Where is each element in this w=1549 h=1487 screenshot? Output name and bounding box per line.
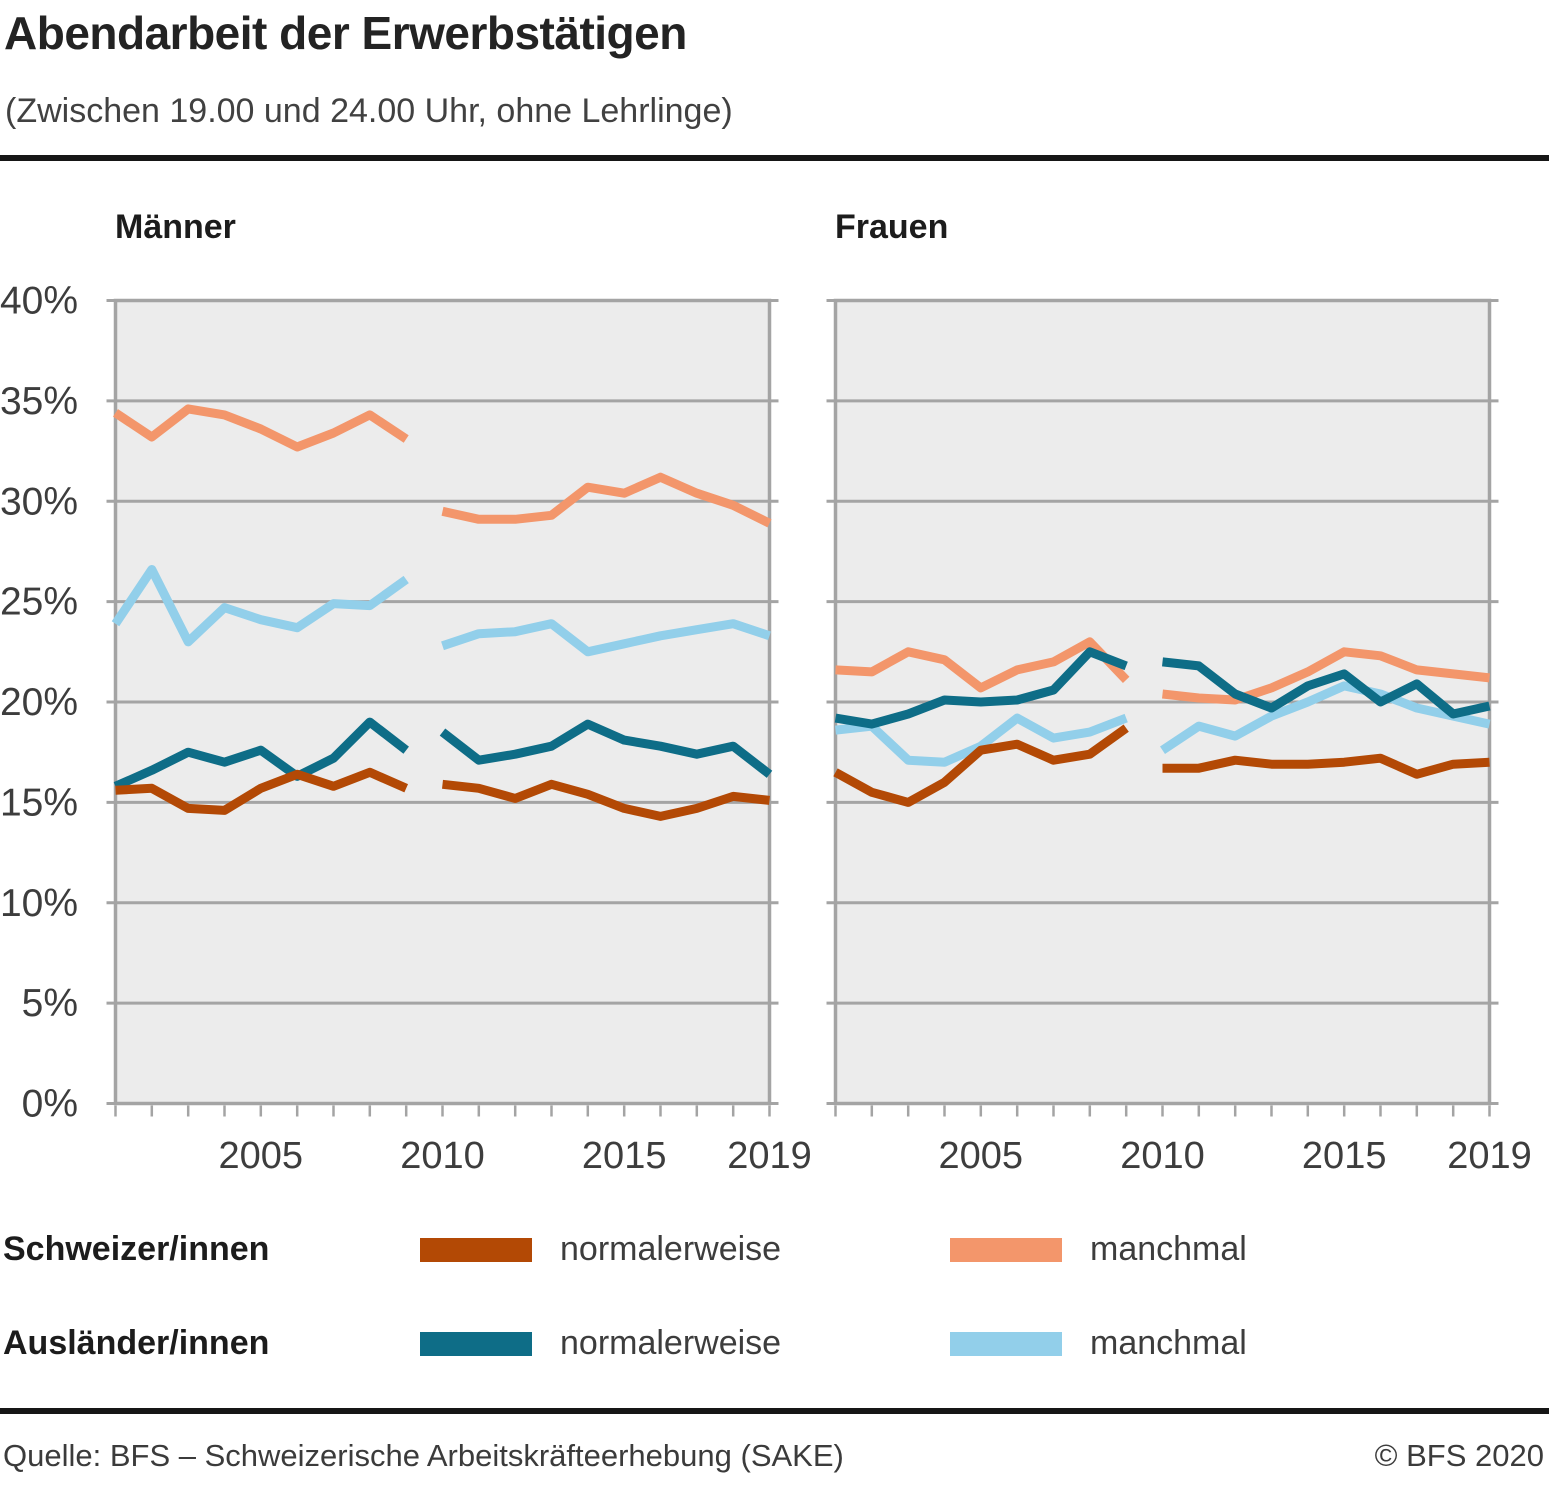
series-line-swiss_usually: [833, 724, 1129, 807]
footer-divider: [0, 1408, 1549, 1414]
copyright-note: © BFS 2020: [1374, 1438, 1544, 1473]
series-line-foreign_sometimes: [111, 565, 409, 647]
y-axis-label: 35%: [0, 380, 78, 423]
panel-title-frauen: Frauen: [835, 208, 949, 246]
legend-label-schweizer-manchmal: manchmal: [1090, 1230, 1247, 1268]
legend-swatch-schweizer-manchmal: [950, 1238, 1062, 1262]
x-axis-label: 2010: [400, 1135, 485, 1177]
series-line-swiss_usually: [115, 767, 409, 815]
legend-label-auslaender-normalerweise: normalerweise: [560, 1324, 782, 1362]
series-line-foreign_sometimes: [441, 619, 771, 657]
y-axis-label: 25%: [0, 581, 78, 624]
y-axis-label: 20%: [0, 681, 78, 724]
series-line-swiss_sometimes: [835, 637, 1130, 693]
series-line-foreign_usually: [113, 717, 409, 791]
plot-border: [833, 298, 1492, 1106]
legend-group-schweizer: Schweizer/innen: [3, 1230, 270, 1268]
source-note: Quelle: BFS – Schweizerische Arbeitskräf…: [3, 1438, 844, 1473]
x-axis-label: 2015: [1302, 1135, 1387, 1177]
x-axis-label: 2010: [1120, 1135, 1205, 1177]
series-line-foreign_usually: [439, 719, 773, 778]
series-line-swiss_usually: [1162, 753, 1490, 779]
series-line-swiss_usually: [442, 779, 770, 821]
x-axis-label: 2015: [582, 1135, 667, 1177]
y-axis-label: 40%: [0, 280, 78, 323]
y-axis-label: 0%: [22, 1083, 78, 1126]
series-line-foreign_usually: [834, 647, 1128, 729]
x-axis-label: 2019: [727, 1135, 812, 1177]
panel-title-maenner: Männer: [115, 208, 236, 246]
y-axis-label: 10%: [0, 882, 78, 925]
y-axis-label: 30%: [0, 480, 78, 523]
legend-label-schweizer-normalerweise: normalerweise: [560, 1230, 782, 1268]
x-axis-label: 2019: [1447, 1135, 1532, 1177]
legend-swatch-auslaender-manchmal: [950, 1332, 1062, 1356]
legend-label-auslaender-manchmal: manchmal: [1090, 1324, 1247, 1362]
y-axis-label: 15%: [0, 781, 78, 824]
series-line-swiss_sometimes: [441, 472, 772, 528]
series-line-swiss_sometimes: [113, 404, 409, 452]
plot-border: [113, 298, 772, 1106]
legend-swatch-schweizer-normalerweise: [420, 1238, 532, 1262]
page-subtitle: (Zwischen 19.00 und 24.00 Uhr, ohne Lehr…: [5, 92, 733, 130]
legend-swatch-auslaender-normalerweise: [420, 1332, 532, 1356]
legend-group-auslaender: Ausländer/innen: [3, 1324, 270, 1362]
series-line-foreign_sometimes: [1160, 681, 1491, 754]
y-axis-label: 5%: [22, 982, 78, 1025]
series-line-foreign_usually: [1162, 657, 1491, 719]
page-title: Abendarbeit der Erwerbstätigen: [4, 7, 687, 59]
header-divider: [0, 155, 1549, 161]
series-line-swiss_sometimes: [1162, 647, 1490, 705]
x-axis-label: 2005: [219, 1135, 304, 1177]
x-axis-label: 2005: [939, 1135, 1024, 1177]
